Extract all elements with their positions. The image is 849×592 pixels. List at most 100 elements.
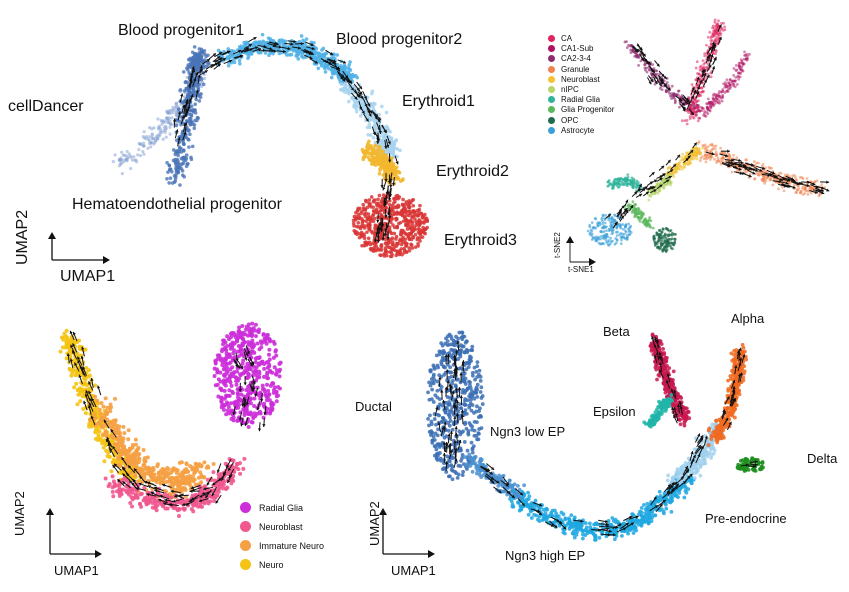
- legend-label: nIPC: [561, 85, 579, 94]
- granule-cells: [693, 140, 827, 198]
- legend-item: Glia Progenitor: [548, 105, 614, 114]
- astrocyte-cells: [586, 212, 633, 247]
- legend-swatch: [548, 96, 555, 104]
- legend-swatch: [548, 75, 555, 83]
- pancreas-umap-plot: [379, 330, 765, 558]
- x-axis-label: UMAP1: [60, 268, 116, 285]
- legend-label: Granule: [561, 64, 590, 74]
- hippocampus-tsne-plot: [566, 18, 830, 266]
- legend-item: CA1-Sub: [548, 44, 593, 53]
- velocity-arrows-glia: [605, 142, 698, 229]
- legend-swatch: [548, 116, 555, 124]
- legend-label: CA2-3-4: [561, 54, 591, 64]
- legend-label: Neuroblast: [259, 521, 303, 532]
- legend-label: Astrocyte: [561, 125, 595, 135]
- legend-swatch: [548, 106, 555, 114]
- immature-neuro-cells: [88, 394, 216, 500]
- cluster-label-hematoendothelial: Hematoendothelial progenitor: [72, 196, 282, 213]
- axis-indicator: [379, 508, 435, 558]
- cluster-label-blood-progenitor2: Blood progenitor2: [336, 31, 463, 48]
- legend-swatch: [548, 35, 555, 42]
- erythroid1-cells: [338, 79, 402, 164]
- panel-pancreas: Ductal Ngn3 low EP Ngn3 high EP Pre-endo…: [345, 300, 849, 592]
- axis-indicator: [566, 236, 596, 266]
- method-label: cellDancer: [8, 98, 84, 115]
- y-axis-label: UMAP2: [12, 491, 27, 536]
- legend-label: OPC: [561, 115, 579, 125]
- velocity-arrows-endocrine: [479, 433, 708, 537]
- blood-progenitor1-cells: [165, 45, 211, 187]
- cluster-label-epsilon: Epsilon: [593, 404, 636, 419]
- ngn3-low-ep-cells: [463, 452, 527, 503]
- legend-swatch: [240, 540, 251, 551]
- legend-label: Glia Progenitor: [561, 105, 615, 115]
- legend-item: CA2-3-4: [548, 54, 591, 63]
- velocity-arrows-alpha: [721, 347, 746, 431]
- x-axis-label: t-SNE1: [568, 265, 594, 274]
- cluster-label-alpha: Alpha: [731, 311, 765, 326]
- velocity-arrows: [172, 36, 399, 243]
- cluster-label-ngn3-high-ep: Ngn3 high EP: [505, 548, 586, 563]
- cluster-label-erythroid3: Erythroid3: [444, 232, 517, 249]
- panel-erythroid: cellDancer Blood progenitor1 Blood proge…: [0, 0, 540, 300]
- opc-cells: [652, 226, 677, 253]
- legend-swatch: [240, 502, 251, 513]
- legend-item: Granule: [548, 65, 589, 74]
- panel-hippocampus: CA CA1-Sub CA2-3-4 Granule Neuroblast nIPC Rad…: [540, 0, 849, 300]
- legend-label: Radial Glia: [561, 95, 601, 105]
- legend-swatch: [548, 65, 555, 73]
- legend-item: OPC: [548, 116, 578, 125]
- legend-swatch: [240, 559, 251, 570]
- cluster-label-delta: Delta: [807, 451, 838, 466]
- y-axis-label: UMAP2: [367, 501, 382, 546]
- cluster-label-blood-progenitor1: Blood progenitor1: [118, 22, 245, 39]
- radial-glia-cells: [606, 173, 643, 193]
- epsilon-cells: [642, 393, 674, 429]
- legend-item: Neuro: [240, 559, 284, 570]
- cluster-label-ductal: Ductal: [355, 399, 392, 414]
- velocity-arrows-beta: [651, 336, 683, 424]
- velocity-arrows-delta: [740, 460, 758, 469]
- legend-item: Neuroblast: [548, 75, 600, 84]
- legend-label: CA: [561, 34, 573, 43]
- alpha-cells: [706, 342, 749, 447]
- y-axis-label: UMAP2: [14, 209, 31, 265]
- legend-item: Immature Neuro: [240, 540, 324, 551]
- cluster-label-erythroid2: Erythroid2: [436, 163, 509, 180]
- velocity-arrows-ductal: [434, 340, 466, 472]
- x-axis-label: UMAP1: [391, 563, 436, 578]
- panel-neuro: Radial Glia Neuroblast Immature Neuro Neuro…: [0, 300, 345, 592]
- nipc-cells: [646, 172, 674, 202]
- neuro-umap-plot: [46, 321, 283, 558]
- axis-indicator: [46, 508, 102, 558]
- velocity-arrows: [66, 330, 235, 507]
- legend-item: CA: [548, 34, 572, 43]
- legend-label: Immature Neuro: [259, 540, 325, 551]
- axis-indicator: [48, 232, 110, 264]
- legend-item: Radial Glia: [548, 95, 600, 104]
- velocity-arrows-granule: [705, 149, 830, 195]
- legend-swatch: [548, 126, 555, 134]
- ngn3-high-ep-cells: [508, 466, 696, 542]
- erythroid-umap-plot: [48, 32, 430, 264]
- cluster-label-beta: Beta: [603, 324, 630, 339]
- ca1-sub-cells: [695, 50, 751, 120]
- legend-label: Radial Glia: [259, 502, 304, 513]
- legend-swatch: [548, 86, 555, 93]
- legend-swatch: [548, 55, 555, 63]
- radial-glia-cells: [212, 321, 283, 429]
- legend-label: CA1-Sub: [561, 44, 594, 54]
- legend-label: Neuroblast: [561, 74, 600, 84]
- legend-item: Neuroblast: [240, 521, 303, 532]
- legend-swatch: [548, 45, 555, 53]
- legend-label: Neuro: [259, 559, 284, 570]
- velocity-arrows-radial-glia: [232, 345, 267, 432]
- cluster-label-pre-endocrine: Pre-endocrine: [705, 511, 787, 526]
- legend-item: Radial Glia: [240, 502, 303, 513]
- y-axis-label: t-SNE2: [553, 232, 562, 258]
- legend-item: nIPC: [548, 85, 579, 94]
- x-axis-label: UMAP1: [54, 563, 99, 578]
- legend-item: Astrocyte: [548, 126, 594, 135]
- erythroid3-cells: [351, 191, 430, 259]
- cluster-label-ngn3-low-ep: Ngn3 low EP: [490, 424, 566, 439]
